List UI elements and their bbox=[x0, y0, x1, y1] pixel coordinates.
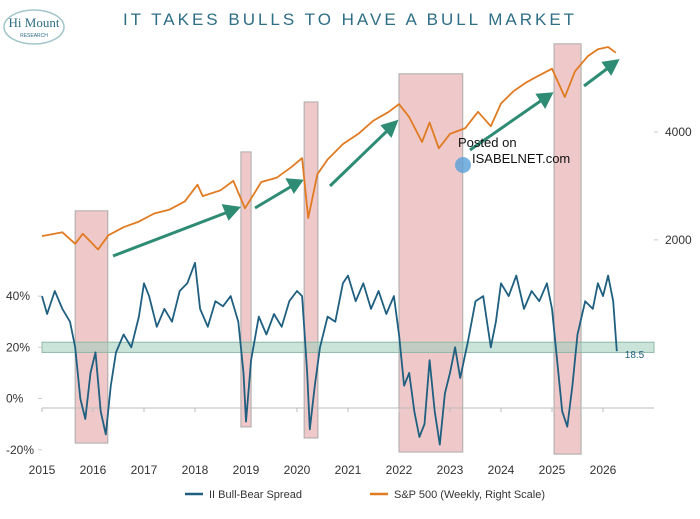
logo-ring bbox=[3, 9, 65, 45]
watermark-icon bbox=[455, 157, 471, 173]
y-tick-label: -20% bbox=[6, 443, 34, 457]
y-tick-label: 40% bbox=[6, 289, 30, 303]
x-tick-label: 2020 bbox=[284, 463, 311, 477]
shaded-region bbox=[74, 210, 109, 444]
arrow bbox=[469, 98, 543, 152]
series-line bbox=[41, 261, 618, 446]
arrow-head bbox=[285, 178, 304, 194]
y-tick-label: 20% bbox=[6, 340, 30, 354]
x-tick-label: 2023 bbox=[437, 463, 464, 477]
legend-label: S&P 500 (Weekly, Right Scale) bbox=[394, 489, 545, 501]
series-line bbox=[41, 46, 617, 251]
x-tick-label: 2018 bbox=[182, 463, 209, 477]
watermark-text: Posted on bbox=[458, 135, 517, 150]
logo-sub: RESEARCH bbox=[20, 33, 48, 39]
end-value-label: 18.5 bbox=[625, 350, 645, 361]
x-tick-label: 2017 bbox=[131, 463, 158, 477]
arrows bbox=[112, 59, 620, 258]
x-tick-label: 2019 bbox=[233, 463, 260, 477]
x-tick-label: 2016 bbox=[80, 463, 107, 477]
arrow bbox=[583, 66, 609, 88]
shaded-region bbox=[398, 73, 464, 453]
shaded-region bbox=[303, 101, 319, 439]
arrow-head bbox=[380, 119, 399, 138]
x-tick-label: 2015 bbox=[29, 463, 56, 477]
x-tick-label: 2026 bbox=[590, 463, 617, 477]
y2-tick-label: 2000 bbox=[665, 233, 692, 247]
watermark: Posted on ISABELNET.com bbox=[455, 135, 570, 173]
arrow-head bbox=[221, 204, 241, 221]
shaded-region bbox=[553, 43, 582, 455]
arrow-head bbox=[601, 59, 620, 76]
logo: Hi Mount RESEARCH bbox=[3, 9, 65, 45]
y2-tick-label: 4000 bbox=[665, 125, 692, 139]
x-tick-label: 2022 bbox=[386, 463, 413, 477]
legend-label: II Bull-Bear Spread bbox=[209, 489, 302, 501]
x-tick-label: 2024 bbox=[488, 463, 515, 477]
watermark-text: ISABELNET.com bbox=[472, 151, 570, 166]
arrow-head bbox=[535, 92, 554, 110]
chart-title: IT TAKES BULLS TO HAVE A BULL MARKET bbox=[123, 10, 577, 29]
y-tick-label: 0% bbox=[6, 392, 24, 406]
shaded-region bbox=[240, 151, 252, 428]
arrow bbox=[254, 184, 293, 210]
arrow bbox=[328, 128, 390, 188]
arrow bbox=[112, 210, 229, 258]
reference-band bbox=[41, 341, 655, 353]
x-tick-label: 2025 bbox=[539, 463, 566, 477]
logo-name: Hi Mount bbox=[9, 15, 60, 30]
plot: -20% 0% 20% 40% 2000 4000 2015 2016 2017 2018 2019… bbox=[6, 43, 692, 501]
x-tick-label: 2021 bbox=[335, 463, 362, 477]
